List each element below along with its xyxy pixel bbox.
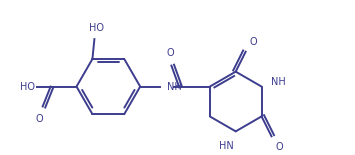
Text: O: O: [166, 48, 174, 58]
Text: O: O: [36, 114, 44, 124]
Text: HN: HN: [219, 141, 234, 151]
Text: O: O: [250, 37, 257, 47]
Text: NH: NH: [167, 82, 182, 92]
Text: NH: NH: [272, 77, 286, 87]
Text: HO: HO: [20, 82, 35, 92]
Text: HO: HO: [89, 23, 104, 33]
Text: O: O: [275, 142, 283, 152]
